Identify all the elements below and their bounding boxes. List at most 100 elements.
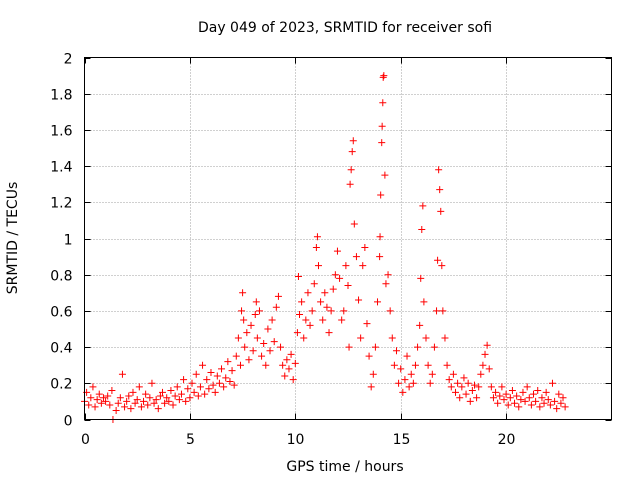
data-point (308, 307, 316, 315)
data-point (281, 372, 289, 380)
data-point (116, 394, 124, 402)
data-point (108, 387, 116, 395)
data-point (325, 329, 333, 337)
data-point (266, 347, 274, 355)
data-point (329, 285, 337, 293)
data-point (104, 392, 112, 400)
data-point (430, 343, 438, 351)
data-point (401, 376, 409, 384)
data-point (378, 122, 386, 130)
data-point (247, 321, 255, 329)
data-point (112, 406, 120, 414)
data-point (253, 334, 261, 342)
data-point (142, 390, 150, 398)
data-point (125, 392, 133, 400)
data-point (452, 388, 460, 396)
data-point (540, 399, 548, 407)
y-tick-label: 1.8 (50, 88, 72, 104)
data-point (346, 180, 354, 188)
data-point (304, 289, 312, 297)
data-point (277, 343, 285, 351)
data-point (485, 365, 493, 373)
y-tick-label: 0.2 (50, 377, 72, 393)
data-point (417, 274, 425, 282)
data-point (144, 401, 152, 409)
data-point (97, 399, 105, 407)
data-point (245, 356, 253, 364)
data-point (173, 383, 181, 391)
data-point (426, 379, 434, 387)
data-point (454, 379, 462, 387)
data-point (215, 379, 223, 387)
data-point (521, 397, 529, 405)
data-point (506, 394, 514, 402)
data-point (317, 298, 325, 306)
data-point (310, 280, 318, 288)
data-point (418, 225, 426, 233)
data-point (492, 388, 500, 396)
data-point (270, 338, 278, 346)
y-tick-label: 1 (64, 233, 73, 249)
data-point (152, 396, 160, 404)
data-point (551, 397, 559, 405)
data-point (399, 388, 407, 396)
data-point (209, 381, 217, 389)
data-point (102, 397, 110, 405)
data-point (207, 368, 215, 376)
data-point (494, 399, 502, 407)
data-point (146, 394, 154, 402)
data-point (513, 392, 521, 400)
data-point (327, 307, 335, 315)
data-point (443, 361, 451, 369)
data-point (314, 262, 322, 270)
data-point (296, 311, 304, 319)
data-point (338, 316, 346, 324)
data-point (222, 374, 230, 382)
chart-title: Day 049 of 2023, SRMTID for receiver sof… (198, 20, 492, 36)
data-point (350, 220, 358, 228)
data-point (416, 321, 424, 329)
data-point (525, 394, 533, 402)
data-point (230, 381, 238, 389)
data-point (498, 383, 506, 391)
data-point (161, 399, 169, 407)
data-point (91, 403, 99, 411)
y-tick-label: 0.6 (50, 305, 72, 321)
y-tick-label: 1.6 (50, 124, 72, 140)
data-point (386, 307, 394, 315)
data-point (249, 347, 257, 355)
data-point (313, 233, 321, 241)
y-tick-label: 1.4 (50, 160, 72, 176)
data-point (561, 403, 569, 411)
data-point (167, 387, 175, 395)
data-point (133, 396, 141, 404)
data-point (371, 343, 379, 351)
data-point (544, 396, 552, 404)
data-point (203, 376, 211, 384)
data-point (121, 403, 129, 411)
data-point (382, 280, 390, 288)
data-point (177, 390, 185, 398)
data-point (349, 137, 357, 145)
data-point (344, 282, 352, 290)
data-point (99, 394, 107, 402)
data-point (414, 343, 422, 351)
x-tick-label: 5 (186, 432, 195, 448)
data-point (515, 403, 523, 411)
data-point (243, 329, 251, 337)
data-point (118, 370, 126, 378)
data-point (220, 383, 228, 391)
data-point (285, 365, 293, 373)
data-point (137, 403, 145, 411)
x-tick-label: 15 (393, 432, 411, 448)
data-point (190, 388, 198, 396)
data-point (475, 383, 483, 391)
data-point (272, 303, 280, 311)
data-point (260, 339, 268, 347)
data-point (264, 325, 272, 333)
data-point (433, 307, 441, 315)
x-tick-label: 20 (498, 432, 516, 448)
data-point (538, 394, 546, 402)
data-point (530, 390, 538, 398)
